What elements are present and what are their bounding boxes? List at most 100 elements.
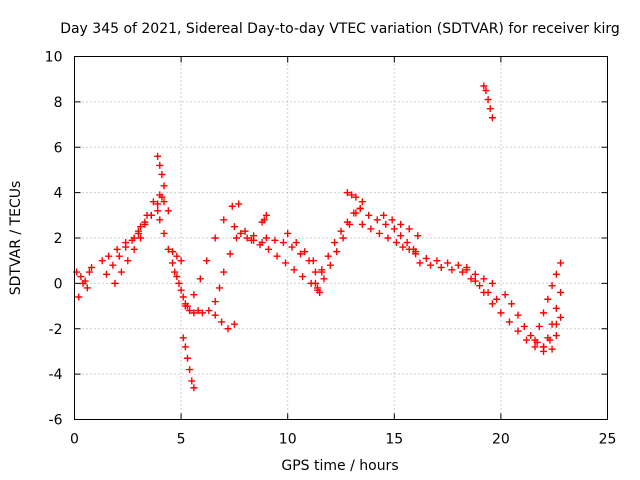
series-trace-z xyxy=(459,268,501,303)
data-point xyxy=(552,270,560,278)
series-trace-ac xyxy=(480,82,496,122)
data-point xyxy=(215,284,223,292)
data-point xyxy=(314,286,322,294)
data-point xyxy=(247,236,255,244)
data-point xyxy=(448,266,456,274)
data-point xyxy=(190,384,198,392)
series-trace-t xyxy=(343,189,366,206)
tick-labels: 0 5 10 15 20 25 -6 -4 -2 0 2 4 6 8 10 xyxy=(45,50,617,448)
data-point xyxy=(544,295,552,303)
data-point xyxy=(88,263,96,271)
data-point xyxy=(164,245,172,253)
data-point xyxy=(397,232,405,240)
data-point xyxy=(390,225,398,233)
series-trace-af xyxy=(540,288,565,351)
data-point xyxy=(459,268,467,276)
data-point xyxy=(514,311,522,319)
data-point xyxy=(173,273,181,281)
data-point xyxy=(331,239,339,247)
data-point xyxy=(186,307,194,315)
data-point xyxy=(301,248,309,256)
data-point xyxy=(282,259,290,267)
series-trace-v xyxy=(358,220,420,256)
data-point xyxy=(177,257,185,265)
data-point xyxy=(412,250,420,258)
data-point xyxy=(326,261,334,269)
chart-title: Day 345 of 2021, Sidereal Day-to-day VTE… xyxy=(60,21,620,37)
series-trace-s xyxy=(314,209,360,294)
data-point xyxy=(154,207,162,215)
data-point xyxy=(260,216,268,224)
series-trace-c xyxy=(102,211,155,278)
data-point xyxy=(299,273,307,281)
data-point xyxy=(290,266,298,274)
data-point xyxy=(488,279,496,287)
data-point xyxy=(194,307,202,315)
data-point xyxy=(190,309,198,317)
series-trace-ad xyxy=(501,291,560,351)
data-point xyxy=(158,170,166,178)
data-point xyxy=(262,211,270,219)
x-axis-label: GPS time / hours xyxy=(281,458,398,474)
data-point xyxy=(324,252,332,260)
data-point xyxy=(211,298,219,306)
data-point xyxy=(497,309,505,317)
y-tick-label: 10 xyxy=(45,50,63,66)
data-point xyxy=(122,243,130,251)
data-point xyxy=(169,248,177,256)
data-point xyxy=(83,284,91,292)
y-tick-label: -6 xyxy=(49,413,63,429)
data-point xyxy=(183,302,191,310)
data-point xyxy=(480,275,488,283)
data-point xyxy=(141,220,149,228)
data-point xyxy=(309,257,317,265)
data-point xyxy=(137,223,145,231)
data-point xyxy=(220,268,228,276)
data-point xyxy=(405,225,413,233)
data-point xyxy=(134,229,142,237)
data-point xyxy=(181,343,189,351)
data-point xyxy=(158,193,166,201)
series-trace-x xyxy=(412,250,471,271)
data-point xyxy=(358,220,366,228)
data-point xyxy=(433,257,441,265)
data-point xyxy=(380,211,388,219)
data-point xyxy=(392,239,400,247)
y-tick-label: 4 xyxy=(54,186,63,202)
series-trace-d xyxy=(111,234,145,287)
series-trace-q xyxy=(284,229,326,276)
data-point xyxy=(179,334,187,342)
data-point xyxy=(156,161,164,169)
series-trace-ag xyxy=(548,313,565,353)
data-point xyxy=(115,252,123,260)
data-point xyxy=(147,211,155,219)
data-point xyxy=(218,318,226,326)
data-point xyxy=(422,254,430,262)
data-point xyxy=(548,320,556,328)
data-point xyxy=(273,252,281,260)
series-trace-a xyxy=(73,263,96,285)
data-point xyxy=(501,291,509,299)
x-tick-label: 15 xyxy=(385,432,403,448)
data-point xyxy=(124,257,132,265)
data-point xyxy=(384,234,392,242)
x-tick-label: 5 xyxy=(177,432,186,448)
data-point xyxy=(111,279,119,287)
data-point xyxy=(175,279,183,287)
series-trace-ab xyxy=(471,277,548,355)
data-point xyxy=(548,345,556,353)
y-tick-label: -2 xyxy=(49,322,63,338)
data-point xyxy=(235,200,243,208)
data-point xyxy=(220,216,228,224)
data-point xyxy=(128,236,136,244)
series-trace-aa xyxy=(463,266,496,287)
data-point xyxy=(343,189,351,197)
series-trace-ae xyxy=(531,259,565,344)
data-point xyxy=(233,234,241,242)
data-point xyxy=(224,325,232,333)
data-point xyxy=(79,279,87,287)
data-point xyxy=(488,300,496,308)
data-point xyxy=(311,268,319,276)
data-point xyxy=(288,243,296,251)
